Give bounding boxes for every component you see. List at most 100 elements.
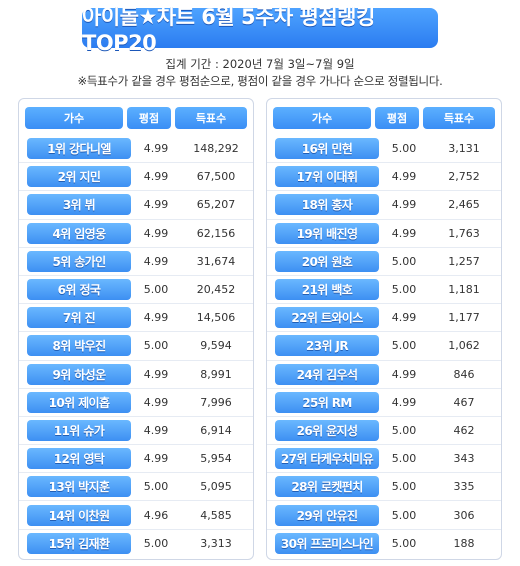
header-singer: 가수: [25, 107, 123, 129]
singer-rank-name: 30위 프로미스나인: [275, 533, 379, 555]
score-value: 5.00: [391, 423, 417, 437]
singer-rank-name: 27위 타케우치미유: [275, 448, 379, 470]
score-value: 5.00: [391, 254, 417, 268]
singer-rank-name: 25위 RM: [275, 391, 379, 413]
votes-value: 7,996: [200, 395, 232, 409]
votes-value: 467: [453, 395, 475, 409]
singer-rank-name: 13위 박지훈: [27, 476, 131, 498]
votes-value: 4,585: [200, 508, 232, 522]
table-row: 17위 이대휘 4.99 2,752: [267, 163, 501, 192]
score-value: 4.99: [143, 452, 169, 466]
score-value: 4.99: [391, 367, 417, 381]
votes-value: 3,313: [200, 537, 232, 551]
singer-rank-name: 9위 하성운: [27, 363, 131, 385]
votes-value: 5,095: [200, 480, 232, 494]
votes-value: 67,500: [196, 170, 236, 184]
score-value: 4.99: [391, 198, 417, 212]
ranking-table-right: 가수 평점 득표수 16위 민현 5.00 3,131 17위 이대휘 4.99 2,75…: [266, 98, 502, 560]
table-row: 27위 타케우치미유 5.00 343: [267, 445, 501, 474]
votes-value: 343: [453, 452, 475, 466]
votes-value: 462: [453, 423, 475, 437]
table-row: 23위 JR 5.00 1,062: [267, 332, 501, 361]
table-header: 가수 평점 득표수: [25, 107, 247, 129]
votes-value: 3,131: [448, 142, 480, 156]
table-row: 19위 배진영 4.99 1,763: [267, 220, 501, 248]
score-value: 5.00: [391, 283, 417, 297]
table-body: 1위 강다니엘 4.99 148,292 2위 지민 4.99 67,500 3위 뷔 4.9…: [19, 135, 253, 558]
singer-rank-name: 17위 이대휘: [275, 166, 379, 188]
header-score: 평점: [375, 107, 419, 129]
table-row: 10위 제이홉 4.99 7,996: [19, 389, 253, 417]
table-row: 6위 정국 5.00 20,452: [19, 276, 253, 305]
score-value: 4.99: [143, 311, 169, 325]
table-header: 가수 평점 득표수: [273, 107, 495, 129]
votes-value: 31,674: [196, 254, 236, 268]
score-value: 4.99: [143, 142, 169, 156]
table-row: 21위 백호 5.00 1,181: [267, 276, 501, 305]
votes-value: 306: [453, 508, 475, 522]
votes-value: 2,465: [448, 198, 480, 212]
votes-value: 5,954: [200, 452, 232, 466]
table-row: 3위 뷔 4.99 65,207: [19, 191, 253, 220]
table-row: 4위 임영웅 4.99 62,156: [19, 220, 253, 248]
sorting-note: ※득표수가 같을 경우 평점순으로, 평점이 같을 경우 가나다 순으로 정렬됩…: [77, 74, 443, 88]
votes-value: 188: [453, 537, 475, 551]
score-value: 4.99: [143, 226, 169, 240]
singer-rank-name: 19위 배진영: [275, 222, 379, 244]
table-row: 12위 영탁 4.99 5,954: [19, 445, 253, 474]
singer-rank-name: 5위 송가인: [27, 250, 131, 272]
header-score: 평점: [127, 107, 171, 129]
table-row: 13위 박지훈 5.00 5,095: [19, 473, 253, 502]
ranking-table-left: 가수 평점 득표수 1위 강다니엘 4.99 148,292 2위 지민 4.99 67,…: [18, 98, 254, 560]
votes-value: 20,452: [196, 283, 236, 297]
score-value: 5.00: [143, 283, 169, 297]
header-singer: 가수: [273, 107, 371, 129]
table-row: 28위 로켓펀치 5.00 335: [267, 473, 501, 502]
singer-rank-name: 8위 박우진: [27, 335, 131, 357]
score-value: 4.99: [391, 395, 417, 409]
score-value: 5.00: [143, 537, 169, 551]
singer-rank-name: 6위 정국: [27, 279, 131, 301]
votes-value: 14,506: [196, 311, 236, 325]
votes-value: 1,257: [448, 254, 480, 268]
table-row: 1위 강다니엘 4.99 148,292: [19, 135, 253, 164]
votes-value: 148,292: [193, 142, 239, 156]
singer-rank-name: 26위 윤지성: [275, 419, 379, 441]
table-row: 15위 김재환 5.00 3,313: [19, 530, 253, 558]
table-body: 16위 민현 5.00 3,131 17위 이대휘 4.99 2,752 18위 홍자 4.9…: [267, 135, 501, 558]
score-value: 5.00: [391, 339, 417, 353]
votes-value: 65,207: [196, 198, 236, 212]
table-row: 16위 민현 5.00 3,131: [267, 135, 501, 164]
singer-rank-name: 16위 민현: [275, 138, 379, 160]
score-value: 5.00: [391, 508, 417, 522]
votes-value: 2,752: [448, 170, 480, 184]
singer-rank-name: 29위 안유진: [275, 504, 379, 526]
score-value: 4.99: [143, 254, 169, 268]
score-value: 4.99: [391, 226, 417, 240]
table-row: 22위 트와이스 4.99 1,177: [267, 304, 501, 333]
score-value: 4.99: [143, 198, 169, 212]
singer-rank-name: 21위 백호: [275, 279, 379, 301]
singer-rank-name: 1위 강다니엘: [27, 138, 131, 160]
singer-rank-name: 24위 김우석: [275, 363, 379, 385]
table-row: 9위 하성운 4.99 8,991: [19, 361, 253, 389]
score-value: 5.00: [391, 480, 417, 494]
singer-rank-name: 18위 홍자: [275, 194, 379, 216]
table-row: 2위 지민 4.99 67,500: [19, 163, 253, 192]
table-row: 30위 프로미스나인 5.00 188: [267, 530, 501, 558]
score-value: 4.99: [143, 395, 169, 409]
page-title: 아이돌★차트 6월 5주차 평점랭킹 TOP20: [82, 5, 438, 55]
score-value: 4.96: [143, 508, 169, 522]
singer-rank-name: 2위 지민: [27, 166, 131, 188]
votes-value: 1,062: [448, 339, 480, 353]
votes-value: 1,181: [448, 283, 480, 297]
singer-rank-name: 12위 영탁: [27, 448, 131, 470]
singer-rank-name: 23위 JR: [275, 335, 379, 357]
votes-value: 1,177: [448, 311, 480, 325]
score-value: 4.99: [143, 367, 169, 381]
table-row: 26위 윤지성 5.00 462: [267, 417, 501, 446]
table-row: 11위 슈가 4.99 6,914: [19, 417, 253, 446]
table-row: 29위 안유진 5.00 306: [267, 501, 501, 530]
table-row: 7위 진 4.99 14,506: [19, 304, 253, 333]
table-row: 25위 RM 4.99 467: [267, 389, 501, 417]
